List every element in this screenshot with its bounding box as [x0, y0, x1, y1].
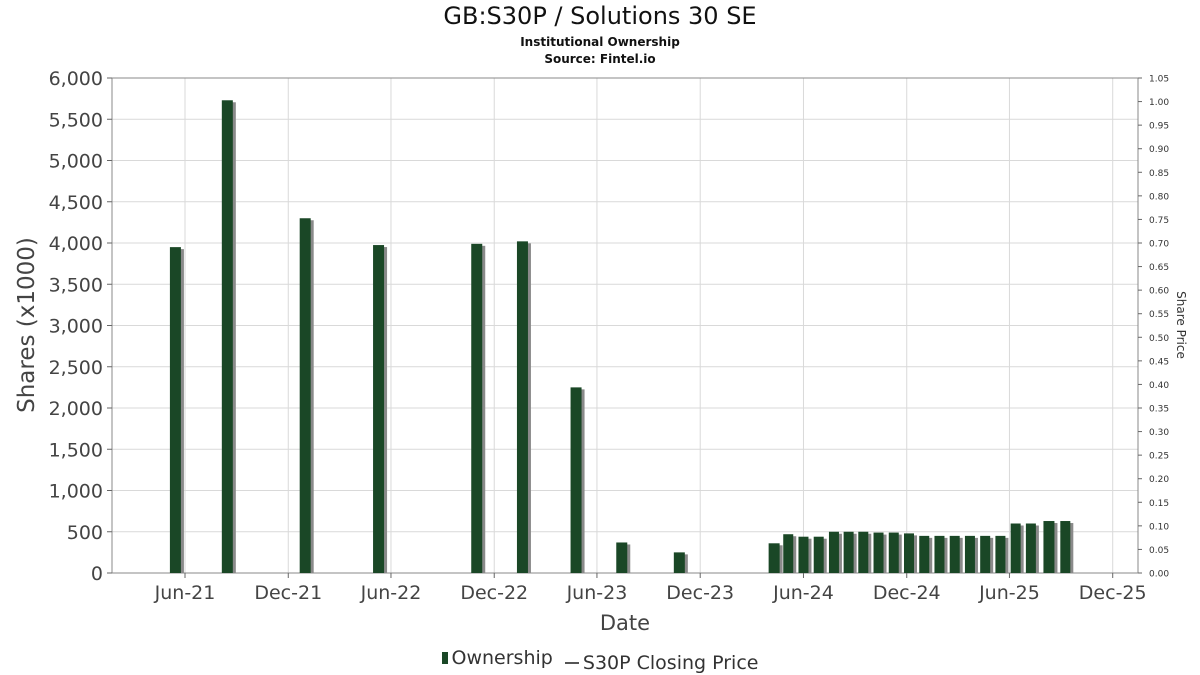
y2-tick-label: 0.65 [1149, 263, 1169, 273]
y2-tick-label: 0.70 [1149, 240, 1169, 250]
x-tick-label: Dec-25 [1079, 582, 1147, 604]
y2-tick-label: 0.25 [1149, 452, 1169, 462]
ownership-bar [1025, 523, 1036, 573]
y-tick-label: 5,500 [49, 109, 103, 131]
grid-lines [112, 77, 1138, 574]
y-tick-label: 0 [91, 563, 103, 585]
y2-tick-label: 0.20 [1149, 475, 1169, 485]
ownership-bar [1010, 523, 1021, 573]
x-tick-label: Jun-24 [772, 582, 834, 604]
y2-tick-label: 0.55 [1149, 310, 1169, 320]
x-tick-label: Dec-23 [666, 582, 734, 604]
y2-tick-label: 0.60 [1149, 287, 1169, 297]
y2-tick-label: 0.40 [1149, 381, 1169, 391]
y2-tick-label: 0.80 [1149, 192, 1169, 202]
y-tick-label: 1,000 [49, 481, 103, 503]
ownership-bar [888, 532, 899, 573]
ownership-swatch [441, 652, 448, 664]
bars [169, 100, 1074, 574]
ownership-bar [995, 535, 1006, 573]
ownership-bar [169, 247, 181, 573]
y-tick-label: 2,000 [49, 398, 103, 420]
chart-title: GB:S30P / Solutions 30 SE [443, 2, 757, 30]
ownership-bar [949, 535, 960, 573]
ownership-bar [373, 245, 385, 573]
y2-tick-label: 1.05 [1149, 75, 1169, 85]
ownership-bar [471, 243, 483, 573]
y-tick-label: 4,500 [49, 192, 103, 214]
ownership-bar [1060, 521, 1071, 573]
y2-tick-label: 0.10 [1149, 522, 1169, 532]
y2-tick-label: 0.00 [1149, 570, 1169, 580]
ownership-bar [813, 536, 824, 573]
x-tick-label: Dec-24 [873, 582, 941, 604]
y2-tick-label: 0.30 [1149, 428, 1169, 438]
y2-tick-label: 0.35 [1149, 405, 1169, 415]
legend: Ownership S30P Closing Price [0, 647, 1200, 674]
ownership-bar [616, 542, 628, 573]
y-tick-label: 4,000 [49, 233, 103, 255]
y2-tick-label: 0.05 [1149, 546, 1169, 556]
ownership-bar [934, 535, 945, 573]
y2-tick-label: 0.45 [1149, 357, 1169, 367]
y-axis-label: Shares (x1000) [14, 237, 40, 413]
ownership-bar [873, 532, 884, 573]
x-tick-label: Jun-25 [978, 582, 1040, 604]
ownership-bar [299, 218, 311, 573]
price-line-swatch [564, 662, 579, 664]
ownership-bar [1043, 521, 1055, 573]
y2-tick-label: 0.90 [1149, 145, 1169, 155]
chart-source: Source: Fintel.io [544, 52, 656, 66]
x-tick-label: Jun-22 [360, 582, 422, 604]
ownership-bar [964, 535, 975, 573]
legend-item-price: S30P Closing Price [563, 652, 759, 674]
ownership-bar [828, 531, 839, 573]
chart-subtitle: Institutional Ownership [520, 35, 680, 49]
ownership-bar [843, 531, 854, 573]
legend-item-ownership: Ownership [441, 647, 553, 669]
y-tick-label: 3,000 [49, 316, 103, 338]
ownership-bar [673, 552, 685, 573]
y2-axis-label: Share Price [1174, 291, 1188, 359]
y2-tick-label: 0.50 [1149, 334, 1169, 344]
ownership-bar [919, 535, 930, 573]
ownership-bar [903, 533, 914, 573]
x-axis-label: Date [600, 611, 650, 635]
y2-tick-label: 0.15 [1149, 499, 1169, 509]
y-tick-label: 500 [67, 522, 103, 544]
ownership-bar [783, 534, 794, 573]
ownership-bar [516, 241, 528, 573]
ownership-bar [570, 387, 582, 573]
ownership-bar [980, 535, 991, 573]
x-tick-label: Dec-22 [460, 582, 528, 604]
legend-ownership-label: Ownership [451, 647, 553, 669]
legend-price-label: S30P Closing Price [582, 652, 759, 674]
y-tick-label: 2,500 [49, 357, 103, 379]
y-tick-label: 6,000 [49, 68, 103, 90]
x-tick-label: Jun-23 [566, 582, 628, 604]
y-tick-label: 5,000 [49, 151, 103, 173]
x-tick-label: Dec-21 [254, 582, 322, 604]
y2-tick-label: 1.00 [1149, 98, 1169, 108]
y-tick-label: 1,500 [49, 439, 103, 461]
ownership-bar [768, 543, 780, 573]
y-tick-label: 3,500 [49, 274, 103, 296]
axes: 0 500 1,000 1,500 2,000 2,500 3,000 3,500 4,000 4… [49, 68, 1170, 604]
y2-tick-label: 0.85 [1149, 169, 1169, 179]
ownership-bar [221, 100, 233, 574]
y2-tick-label: 0.95 [1149, 122, 1169, 132]
x-tick-label: Jun-21 [154, 582, 216, 604]
ownership-bar [798, 536, 809, 573]
y2-tick-label: 0.75 [1149, 216, 1169, 226]
ownership-bar [858, 531, 869, 573]
